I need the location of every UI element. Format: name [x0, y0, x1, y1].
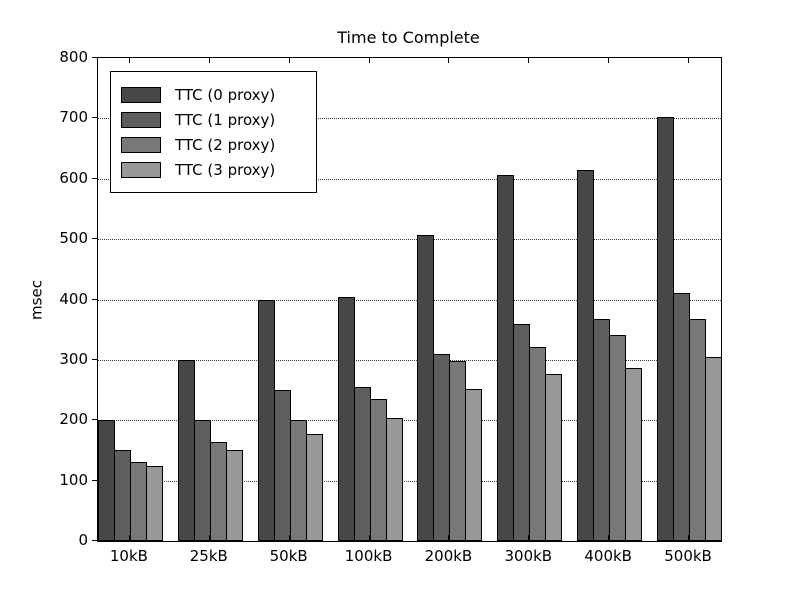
legend-swatch-1-proxy	[121, 111, 161, 128]
bar-400kB-3proxy	[625, 367, 643, 541]
x-tick-label-400kB: 400kB	[584, 547, 632, 565]
gridline-300	[98, 359, 721, 361]
gridline-200	[98, 420, 721, 422]
legend-swatch-0-proxy	[121, 86, 161, 103]
x-tick-mark-top	[368, 58, 370, 63]
y-tick-mark	[92, 298, 97, 300]
y-tick-label-600: 600	[59, 168, 88, 187]
bar-100kB-1proxy	[353, 387, 371, 541]
bar-50kB-3proxy	[305, 434, 323, 541]
bar-10kB-1proxy	[113, 450, 131, 541]
gridline-700	[98, 118, 721, 120]
y-tick-mark	[92, 540, 97, 541]
x-tick-label-500kB: 500kB	[664, 547, 712, 565]
bar-50kB-0proxy	[257, 299, 275, 541]
x-tick-mark-top	[528, 58, 530, 63]
x-tick-mark-bottom	[128, 535, 130, 540]
x-tick-mark-bottom	[688, 535, 690, 540]
x-tick-label-25kB: 25kB	[189, 547, 228, 565]
bar-25kB-1proxy	[193, 420, 211, 541]
bar-500kB-2proxy	[689, 319, 707, 541]
legend: TTC (0 proxy) TTC (1 proxy) TTC (2 proxy…	[110, 71, 317, 193]
gridline-500	[98, 239, 721, 241]
gridline-600	[98, 178, 721, 180]
bar-50kB-2proxy	[289, 420, 307, 541]
bar-10kB-2proxy	[129, 461, 147, 541]
y-tick-mark	[92, 57, 97, 58]
bar-25kB-0proxy	[177, 359, 195, 541]
legend-entry: TTC (1 proxy)	[121, 107, 316, 132]
legend-entry: TTC (3 proxy)	[121, 157, 316, 182]
y-tick-mark	[92, 117, 97, 119]
y-tick-mark	[92, 238, 97, 240]
y-tick-label-500: 500	[59, 229, 88, 248]
x-tick-mark-bottom	[608, 535, 610, 540]
x-tick-label-10kB: 10kB	[109, 547, 148, 565]
gridline-100	[98, 480, 721, 482]
legend-label-0-proxy: TTC (0 proxy)	[175, 85, 276, 104]
chart-title: Time to Complete	[337, 28, 480, 47]
y-tick-mark	[92, 419, 97, 421]
bar-300kB-3proxy	[545, 373, 563, 541]
legend-swatch-2-proxy	[121, 136, 161, 153]
plot-area: TTC (0 proxy) TTC (1 proxy) TTC (2 proxy…	[97, 57, 722, 542]
legend-swatch-3-proxy	[121, 161, 161, 178]
bar-25kB-2proxy	[209, 442, 227, 541]
x-tick-label-200kB: 200kB	[424, 547, 473, 565]
legend-label-1-proxy: TTC (1 proxy)	[175, 110, 276, 129]
y-tick-mark	[92, 358, 97, 360]
x-tick-mark-bottom	[368, 535, 370, 540]
bar-400kB-1proxy	[593, 318, 611, 541]
x-tick-label-300kB: 300kB	[504, 547, 553, 565]
legend-entry: TTC (0 proxy)	[121, 82, 316, 107]
x-tick-label-100kB: 100kB	[344, 547, 393, 565]
y-tick-label-700: 700	[59, 108, 88, 127]
bar-100kB-3proxy	[385, 417, 403, 541]
x-tick-mark-top	[288, 58, 290, 63]
x-tick-label-50kB: 50kB	[269, 547, 308, 565]
gridline-400	[98, 299, 721, 301]
bar-10kB-3proxy	[145, 465, 163, 541]
bar-200kB-0proxy	[417, 234, 435, 541]
bar-200kB-2proxy	[449, 361, 467, 541]
x-tick-mark-top	[608, 58, 610, 63]
y-tick-mark	[92, 479, 97, 481]
x-tick-mark-bottom	[528, 535, 530, 540]
x-tick-mark-bottom	[208, 535, 210, 540]
bar-10kB-0proxy	[98, 420, 115, 541]
bar-25kB-3proxy	[225, 450, 243, 541]
x-tick-mark-bottom	[448, 535, 450, 540]
y-tick-mark	[92, 177, 97, 179]
bar-300kB-0proxy	[497, 175, 515, 541]
x-tick-mark-top	[208, 58, 210, 63]
bar-300kB-2proxy	[529, 346, 547, 541]
bar-50kB-1proxy	[273, 390, 291, 541]
x-tick-mark-top	[448, 58, 450, 63]
legend-entry: TTC (2 proxy)	[121, 132, 316, 157]
bar-500kB-1proxy	[673, 293, 691, 541]
x-tick-mark-top	[128, 58, 130, 63]
bar-400kB-0proxy	[577, 169, 595, 541]
bar-500kB-3proxy	[705, 356, 722, 541]
y-tick-label-300: 300	[59, 349, 88, 368]
x-tick-mark-top	[688, 58, 690, 63]
bar-200kB-3proxy	[465, 389, 483, 541]
bar-200kB-1proxy	[433, 353, 451, 541]
bar-300kB-1proxy	[513, 323, 531, 541]
legend-label-2-proxy: TTC (2 proxy)	[175, 135, 276, 154]
y-tick-label-800: 800	[59, 48, 88, 66]
bar-400kB-2proxy	[609, 334, 627, 541]
y-tick-label-200: 200	[59, 410, 88, 429]
bar-500kB-0proxy	[657, 116, 675, 541]
x-tick-mark-bottom	[288, 535, 290, 540]
y-tick-label-0: 0	[78, 531, 88, 549]
legend-label-3-proxy: TTC (3 proxy)	[175, 160, 276, 179]
bar-100kB-0proxy	[337, 297, 355, 541]
y-tick-label-100: 100	[59, 470, 88, 489]
y-tick-label-400: 400	[59, 289, 88, 308]
bar-100kB-2proxy	[369, 399, 387, 541]
